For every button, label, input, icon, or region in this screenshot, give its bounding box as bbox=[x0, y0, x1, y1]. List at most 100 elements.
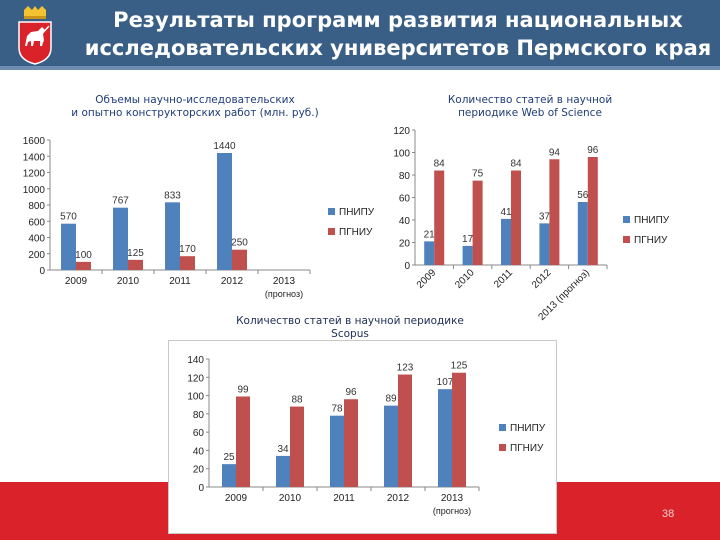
chart3-legend-swatch bbox=[499, 444, 506, 451]
chart1-bar bbox=[76, 261, 91, 270]
chart2-data-label: 41 bbox=[500, 207, 512, 218]
chart2-data-label: 94 bbox=[549, 147, 561, 158]
chart3-x-tick-label: 2009 bbox=[225, 493, 248, 504]
chart1-y-tick-label: 400 bbox=[28, 234, 45, 245]
chart-3-title: Количество статей в научной периодике Sc… bbox=[205, 315, 495, 341]
chart3-bar bbox=[398, 374, 412, 487]
chart-1-title: Объемы научно-исследовательских и опытно… bbox=[40, 94, 350, 120]
chart1-data-label: 100 bbox=[75, 250, 92, 261]
chart2-data-label: 75 bbox=[472, 169, 484, 180]
chart2-legend-label: ПГНИУ bbox=[634, 235, 668, 246]
chart1-y-tick-label: 600 bbox=[28, 217, 45, 228]
chart-2-title-line-1: Количество статей в научной bbox=[447, 94, 613, 106]
chart1-legend-swatch bbox=[328, 228, 335, 235]
chart2-bar bbox=[434, 170, 445, 265]
chart3-bar bbox=[438, 389, 452, 487]
chart3-data-label: 96 bbox=[345, 387, 357, 398]
chart3-data-label: 34 bbox=[277, 444, 289, 455]
chart1-data-label: 125 bbox=[127, 248, 144, 259]
chart1-x-tick-label: 2009 bbox=[65, 276, 88, 287]
chart2-data-label: 17 bbox=[462, 234, 474, 245]
chart2-data-label: 56 bbox=[577, 190, 589, 201]
chart3-y-tick-label: 60 bbox=[193, 428, 205, 439]
page-title-line-2: исследовательских университетов Пермског… bbox=[84, 36, 712, 60]
chart3-y-tick-label: 20 bbox=[193, 465, 205, 476]
chart2-data-label: 84 bbox=[434, 159, 446, 170]
chart3-data-label: 88 bbox=[291, 395, 303, 406]
chart1-bar bbox=[180, 256, 195, 270]
chart1-bar bbox=[217, 153, 232, 270]
chart-1-title-line-1: Объемы научно-исследовательских bbox=[95, 94, 295, 106]
chart3-x-tick-label: 2011 bbox=[333, 493, 355, 504]
chart3-bar bbox=[330, 415, 344, 487]
chart2-y-tick-label: 40 bbox=[399, 216, 411, 227]
chart3-y-tick-label: 100 bbox=[187, 392, 204, 403]
chart2-y-tick-label: 80 bbox=[399, 171, 411, 182]
chart3-data-label: 99 bbox=[237, 384, 249, 395]
chart3-data-label: 123 bbox=[397, 363, 414, 374]
chart3-legend-label: ПНИПУ bbox=[510, 423, 546, 434]
chart3-data-label: 78 bbox=[331, 404, 343, 415]
chart1-bar bbox=[232, 249, 247, 270]
chart-3-title-line-1: Количество статей в научной периодике bbox=[236, 315, 464, 327]
chart2-x-tick-label: 2012 bbox=[530, 267, 554, 291]
chart-2-title-line-2: периодике Web of Science bbox=[458, 107, 602, 119]
chart1-x-tick-label: 2011 bbox=[169, 276, 191, 287]
chart1-data-label: 833 bbox=[164, 190, 181, 201]
chart1-data-label: 250 bbox=[231, 238, 248, 249]
chart1-data-label: 570 bbox=[60, 212, 77, 223]
chart1-x-tick-label: 2012 bbox=[221, 276, 244, 287]
chart3-y-tick-label: 80 bbox=[193, 410, 205, 421]
chart2-legend-swatch bbox=[623, 236, 630, 243]
chart2-x-tick-label: 2009 bbox=[415, 267, 439, 291]
chart1-legend-swatch bbox=[328, 208, 335, 215]
chart-web-of-science: 0 20 40 60 80 100 120 21 84 2009 17 75 2010 41 84 2011 3… bbox=[393, 126, 670, 323]
chart1-x-tick-label: 2013 bbox=[273, 276, 296, 287]
chart2-legend-label: ПНИПУ bbox=[634, 215, 670, 226]
chart-2-title: Количество статей в научной периодике We… bbox=[420, 94, 640, 120]
chart3-legend-swatch bbox=[499, 424, 506, 431]
chart1-x-tick-label: 2010 bbox=[117, 276, 140, 287]
chart1-data-label: 170 bbox=[179, 244, 196, 255]
chart3-data-label: 25 bbox=[223, 452, 235, 463]
chart1-y-tick-label: 1000 bbox=[23, 185, 46, 196]
chart2-legend-swatch bbox=[623, 216, 630, 223]
chart-scopus-frame: 0 20 40 60 80 100 120 140 25 99 2009 34 88 2010 78 96 20… bbox=[168, 340, 557, 534]
chart1-y-tick-label: 1200 bbox=[23, 169, 46, 180]
chart3-y-tick-label: 40 bbox=[193, 446, 205, 457]
chart2-y-tick-label: 0 bbox=[404, 261, 410, 272]
chart2-y-tick-label: 60 bbox=[399, 194, 411, 205]
header-bar bbox=[0, 0, 720, 68]
chart1-y-tick-label: 0 bbox=[39, 266, 45, 277]
chart2-bar bbox=[501, 218, 511, 265]
chart2-bar bbox=[511, 170, 521, 265]
header-divider bbox=[0, 66, 720, 70]
chart2-data-label: 84 bbox=[510, 159, 522, 170]
chart-rd-volume: 0 200 400 600 800 1000 1200 1400 1600 570 100 2009 7… bbox=[23, 136, 375, 299]
chart-3-title-line-2: Scopus bbox=[331, 328, 369, 340]
chart1-legend-label: ПНИПУ bbox=[339, 207, 375, 218]
chart3-bar bbox=[452, 372, 466, 487]
chart1-x-tick-sublabel: (прогноз) bbox=[265, 289, 303, 299]
chart3-legend-label: ПГНИУ bbox=[510, 443, 544, 454]
chart3-bar bbox=[384, 405, 398, 487]
chart1-data-label: 767 bbox=[112, 196, 129, 207]
chart3-data-label: 107 bbox=[437, 377, 454, 388]
chart2-data-label: 21 bbox=[424, 229, 436, 240]
chart1-bar bbox=[165, 202, 180, 270]
chart3-x-tick-label: 2012 bbox=[387, 493, 410, 504]
chart2-bar bbox=[577, 202, 588, 265]
chart3-x-tick-sublabel: (прогноз) bbox=[433, 506, 471, 516]
chart2-bar bbox=[462, 245, 473, 265]
chart2-bar bbox=[424, 241, 435, 265]
page-title-line-1: Результаты программ развития национальны… bbox=[113, 8, 683, 32]
chart1-y-tick-label: 1400 bbox=[23, 152, 46, 163]
chart-1-title-line-2: и опытно конструкторских работ (млн. руб… bbox=[71, 107, 319, 119]
chart3-y-tick-label: 120 bbox=[187, 373, 204, 384]
chart1-data-label: 1440 bbox=[213, 141, 236, 152]
chart3-x-tick-label: 2013 bbox=[441, 493, 464, 504]
chart3-bar bbox=[222, 464, 236, 487]
perm-krai-emblem-icon bbox=[18, 6, 52, 65]
chart2-bar bbox=[549, 159, 560, 265]
chart2-bar bbox=[587, 157, 598, 265]
